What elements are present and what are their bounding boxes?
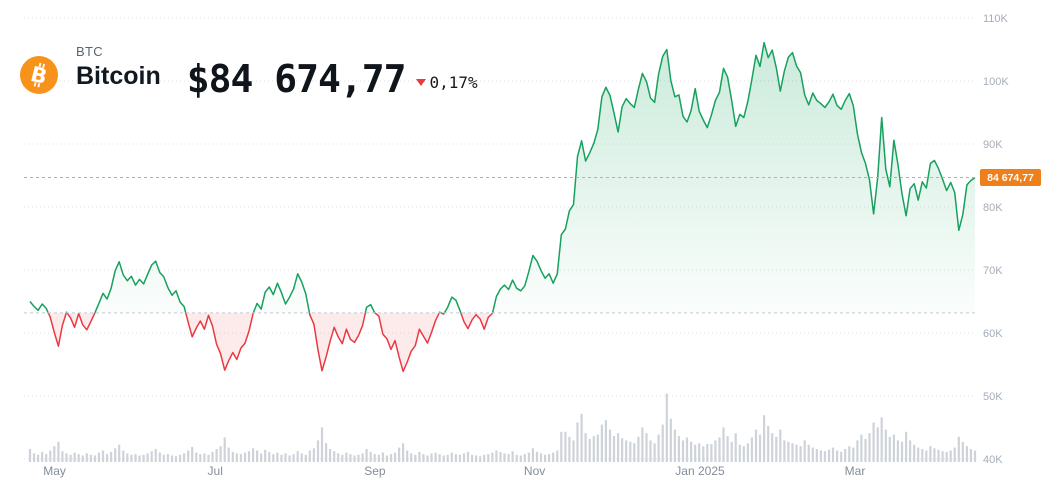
- coin-price: $84 674,77: [186, 57, 407, 101]
- coin-name: Bitcoin: [76, 62, 161, 90]
- svg-text:70K: 70K: [983, 265, 1003, 277]
- coin-header: B BTC Bitcoin $84 674,77 0,17%: [20, 44, 478, 101]
- svg-text:B: B: [28, 62, 49, 89]
- svg-text:50K: 50K: [983, 391, 1003, 403]
- svg-text:May: May: [43, 464, 66, 478]
- current-price-badge-label: 84 674,77: [987, 172, 1034, 184]
- svg-text:Mar: Mar: [845, 464, 866, 478]
- coin-titles: BTC Bitcoin: [76, 44, 161, 91]
- svg-text:Nov: Nov: [524, 464, 545, 478]
- bitcoin-logo-icon: B: [20, 56, 58, 94]
- volume-bars: [28, 393, 977, 462]
- change-value: 0,17%: [429, 73, 478, 92]
- svg-text:Jul: Jul: [208, 464, 223, 478]
- coin-change: 0,17%: [415, 73, 478, 92]
- svg-text:Sep: Sep: [364, 464, 386, 478]
- svg-text:100K: 100K: [983, 76, 1009, 88]
- x-axis-labels: May Jul Sep Nov Jan 2025 Mar: [43, 464, 865, 478]
- down-arrow-icon: [415, 79, 426, 86]
- svg-text:Jan 2025: Jan 2025: [675, 464, 725, 478]
- current-price-badge: [980, 169, 1041, 187]
- price-line-down: [47, 312, 494, 373]
- svg-text:60K: 60K: [983, 328, 1003, 340]
- svg-text:40K: 40K: [983, 454, 1003, 466]
- svg-text:110K: 110K: [983, 13, 1009, 25]
- svg-text:90K: 90K: [983, 139, 1003, 151]
- price-line-up: [29, 41, 976, 313]
- svg-text:80K: 80K: [983, 202, 1003, 214]
- coin-symbol: BTC: [76, 44, 103, 59]
- area-fill-up: [30, 42, 975, 313]
- y-axis-labels: 110K 100K 90K 80K 70K 60K 50K 40K: [983, 13, 1009, 466]
